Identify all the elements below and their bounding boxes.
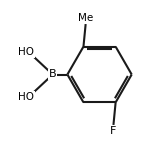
Text: Me: Me [78, 13, 93, 23]
Text: B: B [49, 69, 57, 80]
Text: HO: HO [18, 47, 34, 57]
Text: F: F [110, 126, 117, 136]
Text: HO: HO [18, 92, 34, 102]
